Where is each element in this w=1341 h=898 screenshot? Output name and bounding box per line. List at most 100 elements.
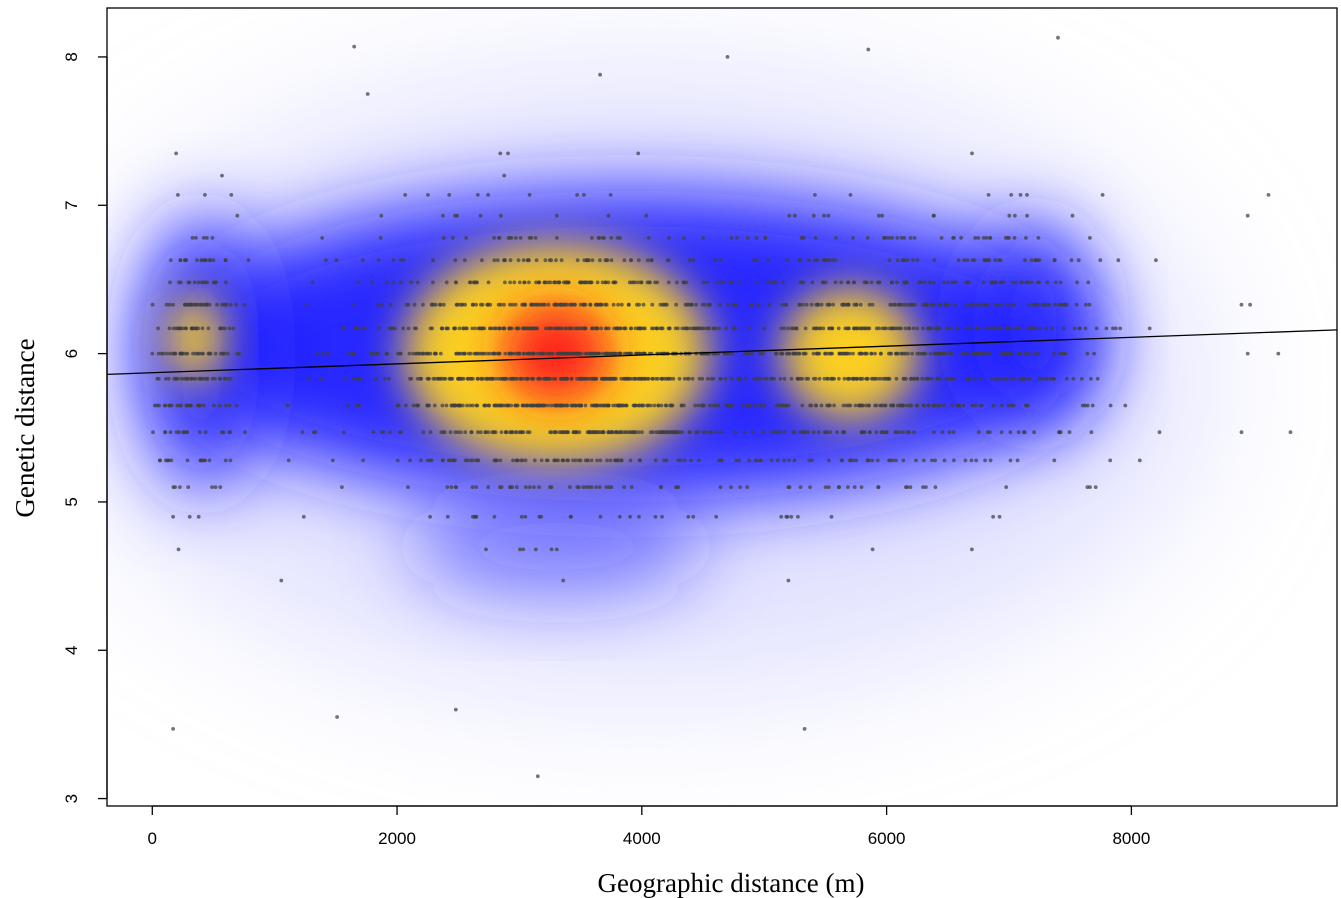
data-point <box>203 430 208 435</box>
data-point <box>837 351 842 356</box>
data-point <box>454 351 459 356</box>
data-point <box>811 213 816 218</box>
data-point <box>441 213 445 218</box>
data-point <box>573 458 578 463</box>
data-point <box>664 302 669 307</box>
x-tick-label: 0 <box>148 829 157 848</box>
data-point <box>445 326 449 331</box>
data-point <box>682 376 687 381</box>
data-point <box>558 351 563 356</box>
data-point <box>834 236 838 240</box>
data-point <box>956 258 961 263</box>
data-point <box>879 351 883 356</box>
data-point <box>841 403 846 408</box>
density-blue-lower <box>409 494 704 599</box>
data-point <box>837 485 841 489</box>
data-point <box>569 302 574 307</box>
data-point <box>228 430 233 435</box>
data-point <box>575 376 579 381</box>
data-point <box>172 376 177 381</box>
data-point <box>852 326 857 331</box>
data-point <box>531 376 536 381</box>
data-point <box>210 236 215 240</box>
data-point <box>901 430 906 435</box>
data-point <box>536 403 540 408</box>
data-point <box>215 302 219 307</box>
data-point <box>503 351 508 356</box>
data-point <box>576 326 580 331</box>
data-point <box>719 458 724 463</box>
data-point <box>575 430 579 435</box>
data-point <box>730 403 735 408</box>
data-point <box>751 430 755 435</box>
data-point <box>898 302 903 307</box>
data-point <box>841 302 845 307</box>
y-axis-title: Genetic distance <box>10 338 40 517</box>
data-point <box>521 258 526 263</box>
data-point <box>449 485 454 489</box>
data-point <box>619 376 624 381</box>
data-point <box>999 302 1004 307</box>
data-point <box>685 376 690 381</box>
data-point <box>851 351 855 356</box>
data-point <box>429 458 434 463</box>
data-point <box>923 376 928 381</box>
data-point <box>831 302 835 307</box>
data-point <box>852 485 857 489</box>
data-point <box>398 351 403 356</box>
data-point <box>825 258 830 263</box>
data-point <box>844 351 849 356</box>
x-tick-label: 8000 <box>1112 829 1150 848</box>
data-point <box>1000 351 1004 356</box>
data-point <box>168 430 173 435</box>
data-point <box>901 458 906 463</box>
data-point <box>881 430 886 435</box>
data-point <box>508 236 512 240</box>
data-point <box>701 236 705 240</box>
data-point <box>1086 280 1091 285</box>
data-point <box>949 376 954 381</box>
data-point <box>223 376 227 381</box>
data-point <box>993 258 997 263</box>
data-point <box>687 430 692 435</box>
data-point <box>1071 376 1076 381</box>
data-point <box>846 326 851 331</box>
data-point <box>869 351 874 356</box>
data-point <box>769 430 774 435</box>
data-point <box>431 280 435 285</box>
data-point <box>476 458 481 463</box>
data-point <box>926 403 931 408</box>
data-point <box>915 326 920 331</box>
data-point <box>561 280 566 285</box>
data-point <box>734 458 739 463</box>
data-point <box>210 485 215 489</box>
data-point <box>582 326 587 331</box>
data-point <box>415 376 420 381</box>
data-point <box>453 258 458 263</box>
y-tick-label: 7 <box>62 201 81 210</box>
data-point <box>828 376 833 381</box>
data-point <box>873 351 877 356</box>
data-point <box>623 430 628 435</box>
data-point <box>526 258 531 263</box>
data-point <box>965 351 969 356</box>
data-point <box>995 302 1000 307</box>
data-point <box>580 376 584 381</box>
data-point <box>538 376 543 381</box>
data-point <box>933 485 938 489</box>
data-point <box>324 258 328 263</box>
data-point <box>1088 485 1092 489</box>
data-point <box>428 514 432 519</box>
data-point <box>1023 258 1027 263</box>
data-point <box>782 326 787 331</box>
data-point <box>222 302 227 307</box>
data-point <box>732 326 736 331</box>
data-point <box>1089 376 1093 381</box>
data-point <box>674 302 679 307</box>
data-point <box>174 430 179 435</box>
density-layer <box>107 71 1205 695</box>
data-point <box>1017 326 1022 331</box>
data-point <box>526 376 530 381</box>
data-point <box>729 376 734 381</box>
data-point <box>1089 430 1094 435</box>
